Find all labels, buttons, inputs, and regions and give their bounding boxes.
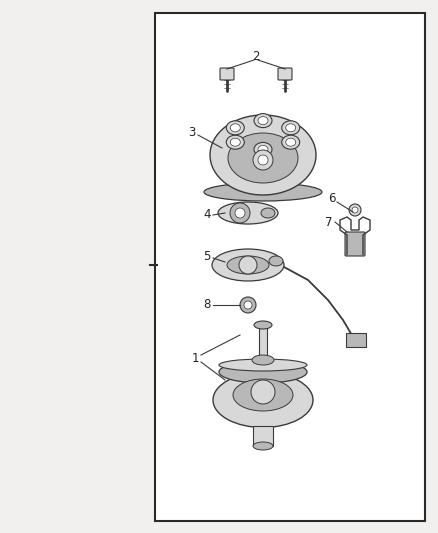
Circle shape	[253, 150, 273, 170]
Ellipse shape	[213, 373, 313, 427]
Ellipse shape	[286, 124, 296, 132]
Ellipse shape	[269, 256, 283, 266]
Circle shape	[352, 207, 358, 213]
Text: 3: 3	[188, 125, 196, 139]
Ellipse shape	[254, 114, 272, 127]
Ellipse shape	[233, 379, 293, 411]
Ellipse shape	[230, 124, 240, 132]
Ellipse shape	[258, 117, 268, 125]
Circle shape	[258, 155, 268, 165]
Circle shape	[349, 204, 361, 216]
Ellipse shape	[204, 183, 322, 201]
Ellipse shape	[286, 138, 296, 146]
Ellipse shape	[252, 355, 274, 365]
Ellipse shape	[261, 208, 275, 218]
Circle shape	[244, 301, 252, 309]
Text: 1: 1	[191, 351, 199, 365]
Ellipse shape	[226, 135, 244, 149]
Text: 4: 4	[203, 208, 211, 222]
Bar	[346, 333, 366, 347]
Text: 7: 7	[325, 215, 333, 229]
Circle shape	[239, 256, 257, 274]
Circle shape	[230, 203, 250, 223]
Circle shape	[235, 208, 245, 218]
Circle shape	[240, 297, 256, 313]
Ellipse shape	[212, 249, 284, 281]
Ellipse shape	[282, 135, 300, 149]
FancyBboxPatch shape	[220, 68, 234, 80]
Ellipse shape	[253, 442, 273, 450]
Ellipse shape	[219, 361, 307, 383]
Bar	[155, 13, 425, 521]
Ellipse shape	[228, 133, 298, 183]
Text: 6: 6	[328, 191, 336, 205]
Bar	[259, 325, 267, 360]
Ellipse shape	[258, 146, 268, 154]
Ellipse shape	[226, 121, 244, 135]
Ellipse shape	[227, 256, 269, 274]
Circle shape	[251, 380, 275, 404]
Ellipse shape	[230, 138, 240, 146]
Text: 5: 5	[203, 249, 211, 262]
Bar	[253, 426, 273, 446]
FancyBboxPatch shape	[345, 232, 365, 256]
Text: 8: 8	[203, 298, 211, 311]
Ellipse shape	[218, 202, 278, 224]
FancyBboxPatch shape	[278, 68, 292, 80]
Ellipse shape	[254, 142, 272, 156]
Ellipse shape	[254, 321, 272, 329]
Ellipse shape	[282, 121, 300, 135]
Ellipse shape	[219, 359, 307, 371]
Ellipse shape	[210, 115, 316, 195]
Text: 2: 2	[252, 50, 260, 62]
